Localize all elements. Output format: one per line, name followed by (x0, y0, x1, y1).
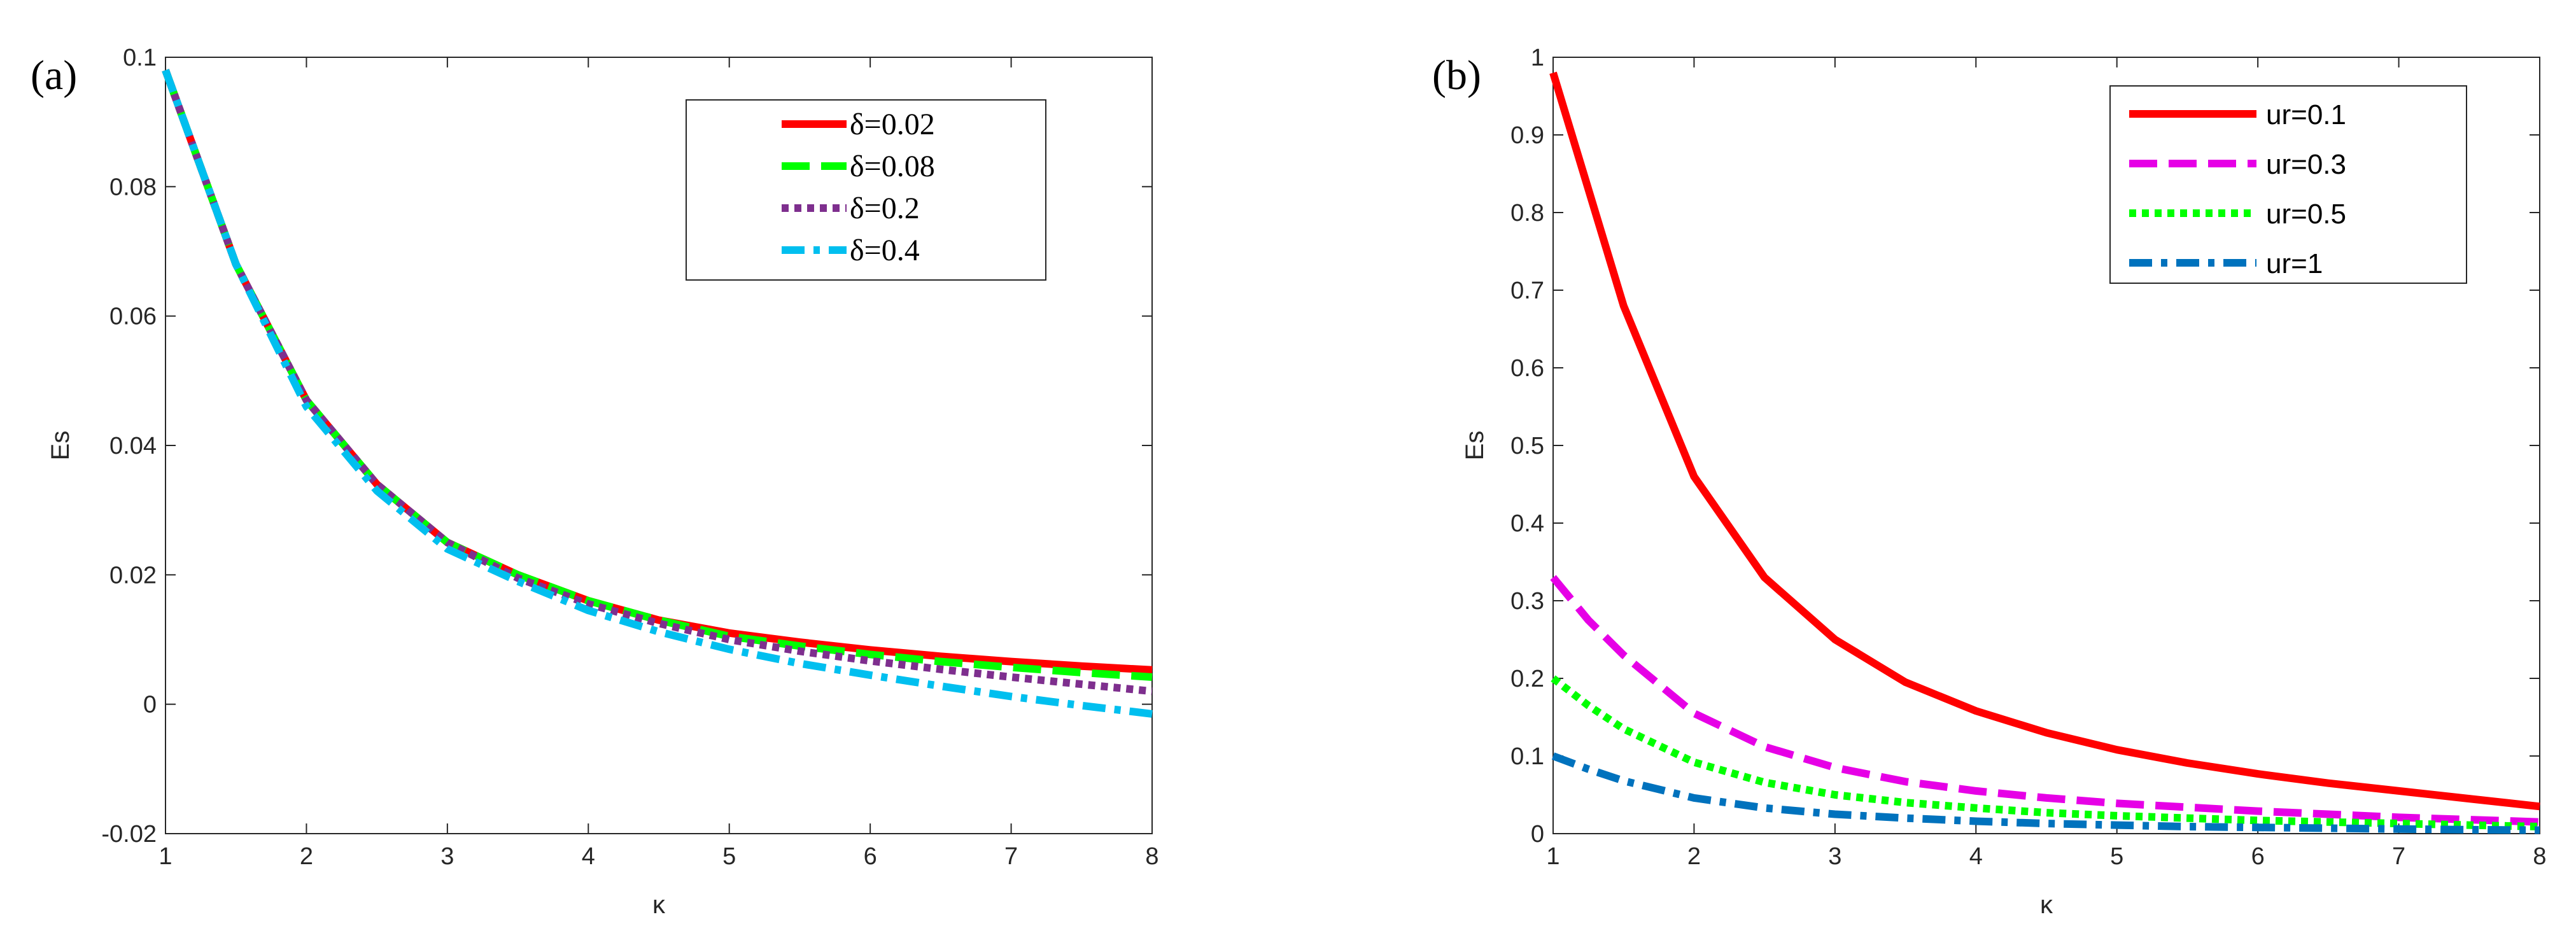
chart-panel-a: (a) 1 2 3 4 5 6 7 8 -0.02 0 0.02 0.04 0.06 0.08 0.1 κ… (31, 45, 1159, 919)
series-line-b-2 (1550, 575, 2540, 826)
legend-label-b-3: ur=0.5 (2266, 199, 2346, 230)
y-axis-label-a: Es (46, 431, 74, 461)
x-tick-label-b: 3 (1828, 843, 1841, 870)
y-tick-label-b: 0.3 (1510, 588, 1544, 615)
x-tick-label-a: 1 (158, 843, 172, 870)
series-layer-a (162, 69, 1153, 718)
x-tick-label-a: 5 (722, 843, 736, 870)
x-tick-label-b: 2 (1687, 843, 1701, 870)
series-layer-b (1549, 71, 2540, 834)
x-axis-label-b: κ (2040, 891, 2053, 919)
y-tick-label-b: 0 (1531, 821, 1544, 848)
y-ticks-a: -0.02 0 0.02 0.04 0.06 0.08 0.1 (101, 45, 1152, 848)
x-tick-label-a: 4 (582, 843, 595, 870)
x-tick-label-a: 3 (440, 843, 454, 870)
legend-label-a-4: δ=0.4 (850, 234, 920, 267)
x-tick-label-b: 8 (2533, 843, 2546, 870)
y-axis-label-b: Es (1461, 431, 1489, 461)
series-line-a-3 (162, 69, 1153, 696)
y-tick-label-b: 0.1 (1510, 743, 1544, 770)
legend-label-b-1: ur=0.1 (2266, 99, 2346, 130)
series-line-b-1 (1549, 71, 2540, 811)
x-tick-label-a: 7 (1004, 843, 1018, 870)
legend-box-b (2109, 85, 2467, 284)
y-tick-label-b: 0.6 (1510, 355, 1544, 382)
x-tick-label-b: 1 (1546, 843, 1559, 870)
x-tick-label-a: 8 (1145, 843, 1158, 870)
legend-label-b-2: ur=0.3 (2266, 149, 2346, 180)
x-tick-label-b: 7 (2392, 843, 2405, 870)
y-tick-label-a: 0.06 (109, 304, 157, 330)
series-line-b-4 (1551, 752, 2540, 834)
panel-label-a: (a) (31, 52, 77, 99)
panel-label-b: (b) (1432, 52, 1481, 99)
legend-label-a-3: δ=0.2 (850, 192, 920, 225)
legend-box-a (686, 99, 1046, 281)
y-tick-label-a: 0.04 (109, 433, 157, 459)
y-tick-label-b: 0.4 (1510, 510, 1544, 537)
x-ticks-b: 1 2 3 4 5 6 7 8 (1546, 57, 2547, 870)
legend-b: ur=0.1 ur=0.3 ur=0.5 ur=1 (2109, 85, 2467, 284)
x-axis-label-a: κ (652, 891, 666, 919)
legend-label-a-1: δ=0.02 (850, 108, 935, 141)
legend-a: δ=0.02 δ=0.08 δ=0.2 δ=0.4 (686, 99, 1046, 281)
y-tick-label-a: 0.08 (109, 174, 157, 200)
x-ticks-a: 1 2 3 4 5 6 7 8 (158, 57, 1159, 870)
x-tick-label-b: 4 (1969, 843, 1983, 870)
y-tick-label-b: 0.2 (1510, 666, 1544, 692)
legend-label-b-4: ur=1 (2266, 248, 2323, 279)
x-tick-label-b: 6 (2251, 843, 2265, 870)
chart-panel-b: (b) 1 2 3 4 5 6 7 8 0 0.1 0.2 0.3 0.4 0.5 0.6 0.7 0.8 0.… (1432, 45, 2547, 919)
y-tick-label-b: 1 (1531, 45, 1544, 71)
x-tick-label-a: 2 (300, 843, 313, 870)
x-tick-label-b: 5 (2110, 843, 2123, 870)
legend-label-a-2: δ=0.08 (850, 150, 935, 183)
y-tick-label-b: 0.7 (1510, 277, 1544, 304)
y-tick-label-a: 0 (143, 692, 157, 718)
y-tick-label-b: 0.9 (1510, 122, 1544, 149)
y-tick-label-b: 0.8 (1510, 200, 1544, 227)
y-tick-label-b: 0.5 (1510, 433, 1544, 459)
y-tick-label-a: 0.1 (123, 45, 157, 71)
y-tick-label-a: -0.02 (101, 821, 157, 848)
y-tick-label-a: 0.02 (109, 562, 157, 589)
series-line-b-3 (1551, 675, 2540, 830)
x-tick-label-a: 6 (864, 843, 877, 870)
